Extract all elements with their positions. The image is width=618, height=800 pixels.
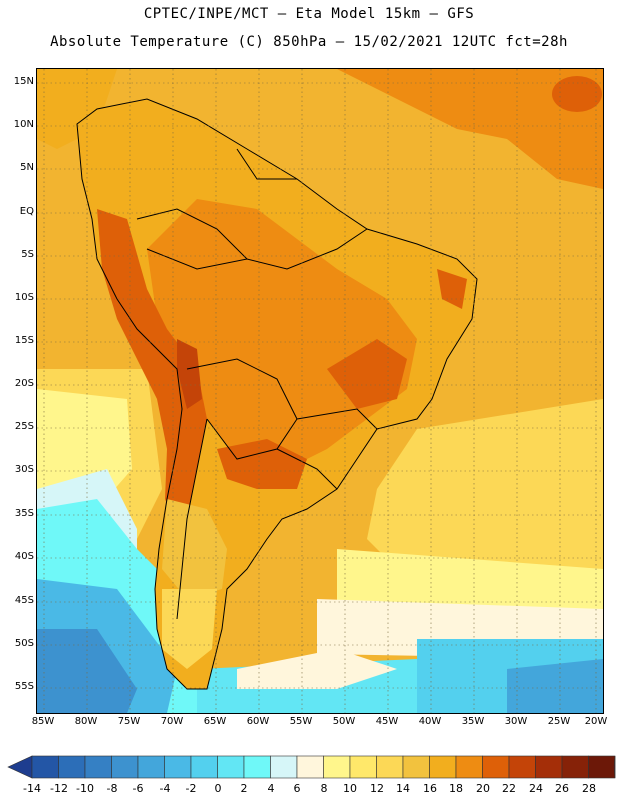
colorbar-label: 4 xyxy=(267,782,275,795)
hot-spot-northeast xyxy=(552,76,602,112)
lat-label-eq: EQ xyxy=(19,206,34,217)
colorbar-right-arrow xyxy=(613,755,616,779)
colorbar-swatch xyxy=(588,755,616,779)
lat-label-55s: 55S xyxy=(14,681,34,692)
map-title: CPTEC/INPE/MCT – Eta Model 15km – GFS xyxy=(143,6,475,22)
colorbar-swatch xyxy=(243,755,271,779)
colorbar-swatch xyxy=(58,755,86,779)
lon-label-40w: 40W xyxy=(418,716,442,727)
colorbar xyxy=(7,755,616,779)
lon-label-25w: 25W xyxy=(547,716,571,727)
colorbar-left-arrow xyxy=(7,755,33,779)
lat-label-45s: 45S xyxy=(14,595,34,606)
colorbar-swatch xyxy=(429,755,457,779)
colorbar-label: -6 xyxy=(132,782,144,795)
altiplano-hot-spot xyxy=(177,339,202,409)
lon-label-20w: 20W xyxy=(584,716,608,727)
colorbar-label: 14 xyxy=(396,782,410,795)
colorbar-label: 6 xyxy=(293,782,301,795)
lat-label-10n: 10N xyxy=(13,119,34,130)
colorbar-label: 18 xyxy=(449,782,463,795)
colorbar-swatch xyxy=(164,755,192,779)
lat-label-30s: 30S xyxy=(14,464,34,475)
colorbar-label: 2 xyxy=(240,782,248,795)
lon-label-65w: 65W xyxy=(203,716,227,727)
country-borders xyxy=(76,98,478,690)
colorbar-label: 12 xyxy=(370,782,384,795)
lat-label-5s: 5S xyxy=(21,249,34,260)
lon-label-70w: 70W xyxy=(160,716,184,727)
colorbar-swatch xyxy=(84,755,112,779)
colorbar-label: 24 xyxy=(529,782,543,795)
colorbar-swatch xyxy=(111,755,139,779)
lat-label-10s: 10S xyxy=(14,292,34,303)
lat-label-15n: 15N xyxy=(13,76,34,87)
lon-label-50w: 50W xyxy=(332,716,356,727)
colorbar-label: 16 xyxy=(423,782,437,795)
lon-label-30w: 30W xyxy=(504,716,528,727)
colorbar-swatches xyxy=(7,755,616,779)
colorbar-label: -8 xyxy=(106,782,118,795)
chaco-hot-area xyxy=(217,439,307,489)
colorbar-swatch xyxy=(31,755,59,779)
map-subtitle: Absolute Temperature (C) 850hPa – 15/02/… xyxy=(50,34,568,50)
atlantic-mid-band xyxy=(367,399,603,589)
lon-label-80w: 80W xyxy=(74,716,98,727)
graticule xyxy=(37,69,603,713)
brazil-hot-area xyxy=(327,339,407,409)
colorbar-swatch xyxy=(376,755,404,779)
colorbar-label: 22 xyxy=(502,782,516,795)
colorbar-label: 10 xyxy=(343,782,357,795)
temperature-map xyxy=(36,68,604,714)
colorbar-swatch xyxy=(137,755,165,779)
colorbar-swatch xyxy=(402,755,430,779)
lat-label-40s: 40S xyxy=(14,551,34,562)
south-pale-patch xyxy=(237,649,397,689)
colorbar-label: -14 xyxy=(23,782,41,795)
colorbar-swatch xyxy=(323,755,351,779)
lat-label-20s: 20S xyxy=(14,378,34,389)
colorbar-swatch xyxy=(349,755,377,779)
colorbar-label: 28 xyxy=(582,782,596,795)
colorbar-label: -10 xyxy=(76,782,94,795)
colorbar-swatch xyxy=(217,755,245,779)
lat-label-25s: 25S xyxy=(14,421,34,432)
colorbar-label: 26 xyxy=(555,782,569,795)
colorbar-swatch xyxy=(270,755,298,779)
colorbar-swatch xyxy=(482,755,510,779)
colorbar-label: 20 xyxy=(476,782,490,795)
colorbar-swatch xyxy=(455,755,483,779)
lon-label-75w: 75W xyxy=(117,716,141,727)
colorbar-swatch xyxy=(508,755,536,779)
northeast-hot-area xyxy=(437,269,467,309)
lon-label-35w: 35W xyxy=(461,716,485,727)
lat-label-35s: 35S xyxy=(14,508,34,519)
patagonia-warm-area xyxy=(162,499,227,599)
colorbar-label: 8 xyxy=(320,782,328,795)
lon-label-45w: 45W xyxy=(375,716,399,727)
colorbar-label: -12 xyxy=(50,782,68,795)
colorbar-label: 0 xyxy=(214,782,222,795)
lat-label-50s: 50S xyxy=(14,638,34,649)
map-canvas xyxy=(37,69,603,713)
colorbar-swatch xyxy=(535,755,563,779)
colorbar-swatch xyxy=(296,755,324,779)
warm-area-northeast xyxy=(337,69,603,189)
atlantic-colder-south xyxy=(507,659,603,713)
colorbar-swatch xyxy=(561,755,589,779)
interior-warm-area xyxy=(147,199,417,469)
lon-label-85w: 85W xyxy=(31,716,55,727)
lon-label-60w: 60W xyxy=(246,716,270,727)
lat-label-5n: 5N xyxy=(20,162,34,173)
colorbar-swatch xyxy=(190,755,218,779)
pacific-coldest-area xyxy=(37,629,137,713)
andes-hot-band xyxy=(97,209,207,529)
lon-label-55w: 55W xyxy=(289,716,313,727)
patagonia-mid-area xyxy=(162,589,217,669)
lat-label-15s: 15S xyxy=(14,335,34,346)
colorbar-label: -4 xyxy=(159,782,171,795)
colorbar-label: -2 xyxy=(185,782,197,795)
